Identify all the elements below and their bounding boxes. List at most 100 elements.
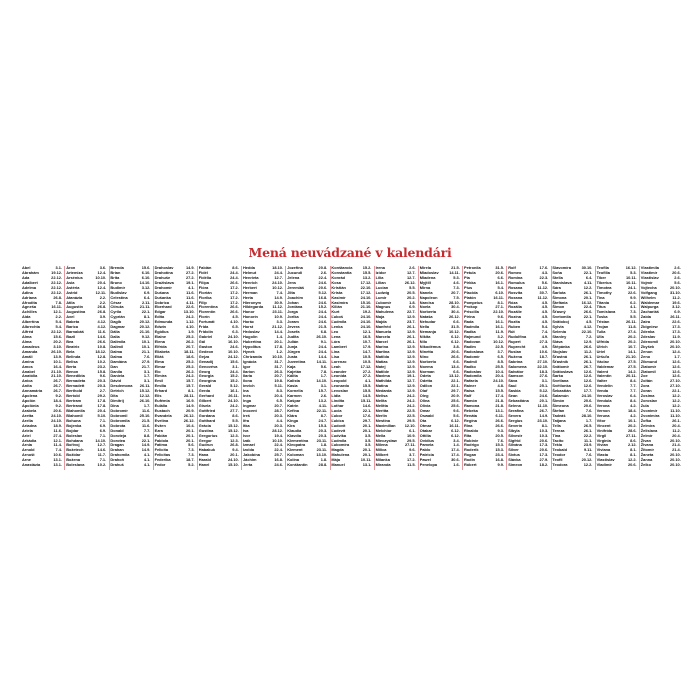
- name-text: Konrád: [331, 274, 346, 280]
- name-entry: Kurt 19.2.: [331, 309, 371, 315]
- name-text: Toska: [596, 314, 608, 320]
- name-entry: Doroteja 8.8.: [110, 432, 151, 439]
- name-day-date: 14.1.: [627, 348, 637, 354]
- name-entry: Edita 24.2.: [155, 314, 195, 320]
- name-text: Tadeáš: [552, 412, 566, 418]
- name-entry: Atanázia 2.2.: [66, 295, 106, 301]
- name-day-date: 10.4.: [185, 422, 195, 428]
- name-day-date: 30.7.: [539, 289, 549, 295]
- name-text: Belisa: [66, 358, 78, 364]
- name-day-date: 6.12.: [451, 417, 460, 423]
- name-day-date: 24.6.: [318, 319, 328, 325]
- name-day-date: 13.12.: [448, 373, 460, 379]
- name-entry: Valent 14.2.: [597, 369, 637, 375]
- name-text: Vlastimír: [640, 269, 658, 275]
- name-text: Sáva: [508, 378, 518, 384]
- name-text: Anica: [22, 378, 33, 384]
- name-text: Otakar: [419, 427, 433, 433]
- name-entry: Svätoslava 12.6.: [552, 369, 592, 375]
- name-text: Klement: [287, 447, 303, 453]
- name-entry: Waldemar 19.6.: [641, 300, 681, 306]
- name-day-date: 31.5.: [495, 265, 504, 270]
- name-entry: Gustina 15.12.: [198, 427, 239, 434]
- name-day-date: 9.4.: [232, 447, 239, 453]
- name-entry: Norman 6.6.: [420, 369, 460, 375]
- name-day-date: 23.10.: [537, 417, 549, 423]
- name-text: Achilles: [22, 309, 37, 315]
- name-text: Gerald: [198, 383, 212, 389]
- name-entry: Silvestr 10.3.: [508, 432, 548, 439]
- name-text: Sebastiána: [508, 398, 529, 404]
- name-day-date: 20.10.: [669, 462, 681, 468]
- name-text: Ruben: [508, 324, 521, 330]
- name-entry: Šťastník 26.1.: [552, 359, 592, 365]
- name-day-date: 16.1.: [495, 324, 504, 330]
- name-text: Itka: [243, 422, 250, 428]
- name-day-date: 12.2.: [672, 398, 681, 404]
- name-day-date: 12.9.: [406, 343, 416, 349]
- name-entry: Ilarion 26.3.: [243, 369, 283, 375]
- name-day-date: 4.12.: [97, 324, 107, 330]
- name-entry: Petronila 31.5.: [464, 265, 504, 271]
- name-text: Milbert: [375, 452, 389, 458]
- name-text: Titania: [596, 299, 610, 305]
- name-text: Radovan: [464, 338, 481, 344]
- name-entry: Dagib 20.12.: [110, 319, 150, 325]
- name-text: Noema: [419, 363, 433, 369]
- name-text: Konštancia: [331, 265, 353, 270]
- name-entry: Habakuk 9.4.: [199, 448, 239, 453]
- name-day-date: 10.7.: [362, 338, 372, 344]
- name-entry: Pablo 17.4.: [420, 448, 460, 453]
- name-entry: Mieczysław 29.5.: [376, 438, 416, 444]
- name-entry: Soňa 22.1.: [552, 270, 592, 276]
- name-day-date: 13.1.: [362, 462, 372, 468]
- name-entry: Kleopatra 1.8.: [287, 443, 327, 448]
- name-entry: Odeta 13.12.: [420, 374, 460, 379]
- name-day-date: 27.9.: [141, 358, 151, 364]
- name-text: Priscilla: [464, 309, 479, 315]
- name-day-date: 3.12.: [672, 304, 681, 310]
- name-entry: Augustína 26.8.: [66, 309, 106, 315]
- name-day-date: 15.11.: [360, 398, 372, 404]
- name-text: Aretta: [22, 412, 34, 418]
- name-column: Petronila 31.5. Petula 20.6. Pia 6.6. Pirkka 16…: [464, 265, 505, 471]
- name-entry: Olina 25.6.: [420, 398, 460, 404]
- name-day-date: 6.10.: [141, 274, 151, 280]
- name-day-date: 4.5.: [541, 314, 549, 320]
- name-entry: Honor 23.11.: [243, 309, 283, 315]
- name-entry: Želko 20.10.: [641, 462, 681, 468]
- name-entry: César 2.11.: [110, 300, 150, 306]
- name-text: Roderik: [464, 447, 479, 453]
- column-divider: [506, 266, 508, 470]
- name-day-date: 22.1.: [583, 314, 593, 320]
- name-text: Jucundi: [287, 269, 303, 275]
- name-entry: Rodin 16.8.: [464, 457, 504, 463]
- name-text: Zvonimíra: [640, 412, 660, 418]
- name-text: Šalamún: [552, 393, 569, 399]
- name-text: Gustina: [198, 427, 214, 433]
- name-text: Georg: [198, 368, 211, 374]
- name-text: Sibyla: [508, 427, 520, 433]
- name-entry: Živana 21.4.: [641, 443, 681, 448]
- name-entry: Rudolfína 4.9.: [508, 334, 548, 340]
- name-text: Adriana: [22, 294, 37, 300]
- name-day-date: 17.4.: [495, 393, 504, 399]
- name-day-date: 11.10.: [670, 412, 681, 418]
- name-day-date: 8.8.: [143, 432, 151, 438]
- name-text: Bertram: [66, 398, 82, 404]
- name-entry: Verona 4.2.: [597, 403, 637, 409]
- name-day-date: 14.9.: [539, 412, 549, 418]
- name-text: Julián: [287, 338, 299, 344]
- name-text: Cyprián: [110, 314, 125, 320]
- name-column: Brenda 15.6. Brian 6.10. Brita 6.10. Bruno 14.1…: [110, 265, 151, 471]
- name-text: Silvestr: [508, 432, 523, 438]
- name-day-date: 20.2.: [627, 334, 637, 340]
- name-text: Irena: [375, 265, 385, 270]
- name-entry: Gudrun 26.8.: [199, 443, 239, 448]
- name-entry: Mladena 5.3.: [420, 275, 460, 281]
- name-text: Berthold: [66, 388, 83, 394]
- name-entry: Ariela 11.6.: [22, 428, 62, 434]
- name-entry: Selena 11.10.: [508, 403, 548, 409]
- name-day-date: 17.7.: [583, 388, 593, 394]
- name-entry: Horst 21.12.: [243, 324, 283, 330]
